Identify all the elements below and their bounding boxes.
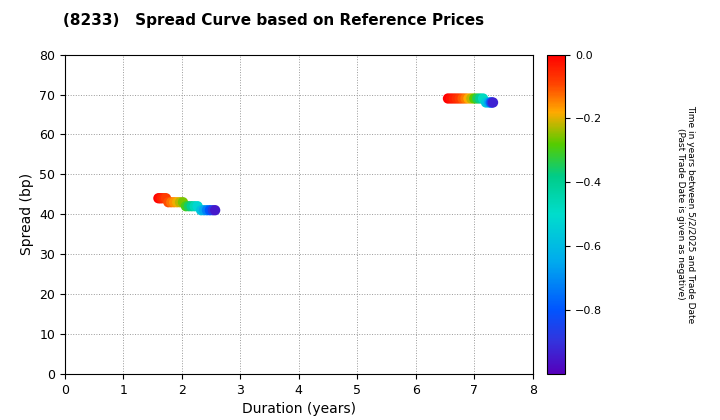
Point xyxy=(174,199,186,205)
Point xyxy=(483,99,495,106)
Point xyxy=(448,95,459,102)
Point xyxy=(201,207,212,213)
Point xyxy=(177,199,189,205)
X-axis label: Duration (years): Duration (years) xyxy=(242,402,356,416)
Point xyxy=(466,95,477,102)
Point xyxy=(163,199,174,205)
Text: (8233)   Spread Curve based on Reference Prices: (8233) Spread Curve based on Reference P… xyxy=(63,13,484,28)
Point xyxy=(207,207,219,213)
Point xyxy=(192,203,203,210)
Point xyxy=(486,99,498,106)
Point xyxy=(168,199,180,205)
Y-axis label: Time in years between 5/2/2025 and Trade Date
(Past Trade Date is given as negat: Time in years between 5/2/2025 and Trade… xyxy=(675,105,695,323)
Point xyxy=(485,99,497,106)
Point xyxy=(189,203,200,210)
Point xyxy=(480,99,492,106)
Point xyxy=(158,195,170,202)
Y-axis label: Spread (bp): Spread (bp) xyxy=(19,173,34,255)
Point xyxy=(487,99,499,106)
Point xyxy=(454,95,465,102)
Point xyxy=(460,95,472,102)
Point xyxy=(183,203,194,210)
Point xyxy=(204,207,216,213)
Point xyxy=(154,195,166,202)
Point xyxy=(451,95,462,102)
Point xyxy=(472,95,483,102)
Point xyxy=(198,207,210,213)
Point xyxy=(442,95,454,102)
Point xyxy=(156,195,168,202)
Point xyxy=(186,203,197,210)
Point xyxy=(161,195,172,202)
Point xyxy=(463,95,474,102)
Point xyxy=(171,199,183,205)
Point xyxy=(180,203,192,210)
Point xyxy=(469,95,480,102)
Point xyxy=(210,207,221,213)
Point xyxy=(456,95,468,102)
Point xyxy=(477,95,489,102)
Point xyxy=(195,207,207,213)
Point xyxy=(445,95,456,102)
Point xyxy=(166,199,177,205)
Point xyxy=(153,195,164,202)
Point xyxy=(474,95,486,102)
